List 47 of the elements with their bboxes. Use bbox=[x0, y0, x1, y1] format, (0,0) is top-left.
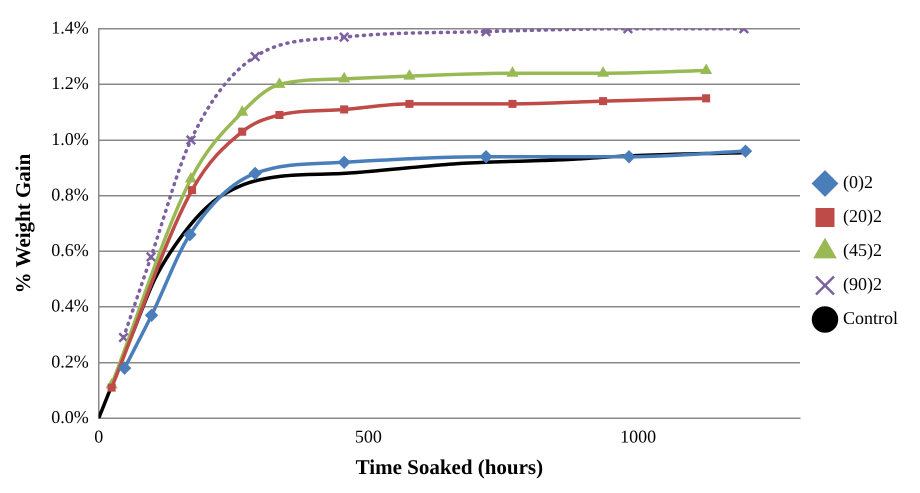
point bbox=[597, 66, 609, 77]
point bbox=[739, 144, 752, 158]
point bbox=[250, 51, 261, 62]
y-tick-label: 0.8% bbox=[51, 184, 89, 204]
point bbox=[185, 172, 197, 182]
point bbox=[248, 166, 262, 180]
point bbox=[700, 64, 712, 74]
y-tick-label: 1.0% bbox=[51, 128, 89, 149]
point bbox=[188, 186, 196, 194]
point bbox=[599, 97, 608, 106]
y-tick-label: 0.6% bbox=[51, 240, 89, 260]
y-tick-label: 1.2% bbox=[51, 73, 89, 94]
point bbox=[275, 110, 284, 120]
point bbox=[338, 72, 350, 82]
point bbox=[236, 106, 248, 116]
legend-label: (45)2 bbox=[843, 240, 882, 260]
legend-label: Control bbox=[843, 308, 898, 328]
point bbox=[508, 100, 516, 108]
x-tick-label: 0 bbox=[94, 426, 104, 447]
legend-label: (20)2 bbox=[843, 206, 882, 226]
point bbox=[108, 384, 116, 392]
point bbox=[622, 150, 636, 164]
point bbox=[338, 156, 351, 169]
legend-label: (0)2 bbox=[843, 172, 873, 192]
x-tick-label: 500 bbox=[354, 426, 382, 447]
y-tick-label: 0.0% bbox=[51, 406, 89, 427]
y-tick-label: 0.4% bbox=[51, 296, 89, 316]
point bbox=[404, 70, 416, 80]
y-axis-title: % Weight Gain bbox=[11, 153, 36, 294]
point bbox=[183, 228, 196, 242]
point bbox=[340, 105, 348, 114]
point bbox=[480, 150, 493, 164]
point bbox=[118, 362, 132, 375]
point bbox=[405, 100, 414, 108]
point bbox=[145, 308, 158, 322]
x-axis-title: Time Soaked (hours) bbox=[356, 454, 544, 479]
point bbox=[238, 128, 246, 136]
y-tick-label: 0.2% bbox=[51, 351, 89, 372]
legend-label: (90)2 bbox=[843, 274, 882, 294]
point bbox=[274, 78, 286, 88]
point bbox=[185, 134, 196, 146]
point bbox=[338, 32, 350, 43]
x-tick-label: 1000 bbox=[620, 426, 656, 447]
y-tick-label: 1.4% bbox=[51, 18, 89, 38]
point bbox=[702, 94, 710, 102]
point bbox=[506, 66, 518, 77]
point bbox=[146, 251, 157, 262]
